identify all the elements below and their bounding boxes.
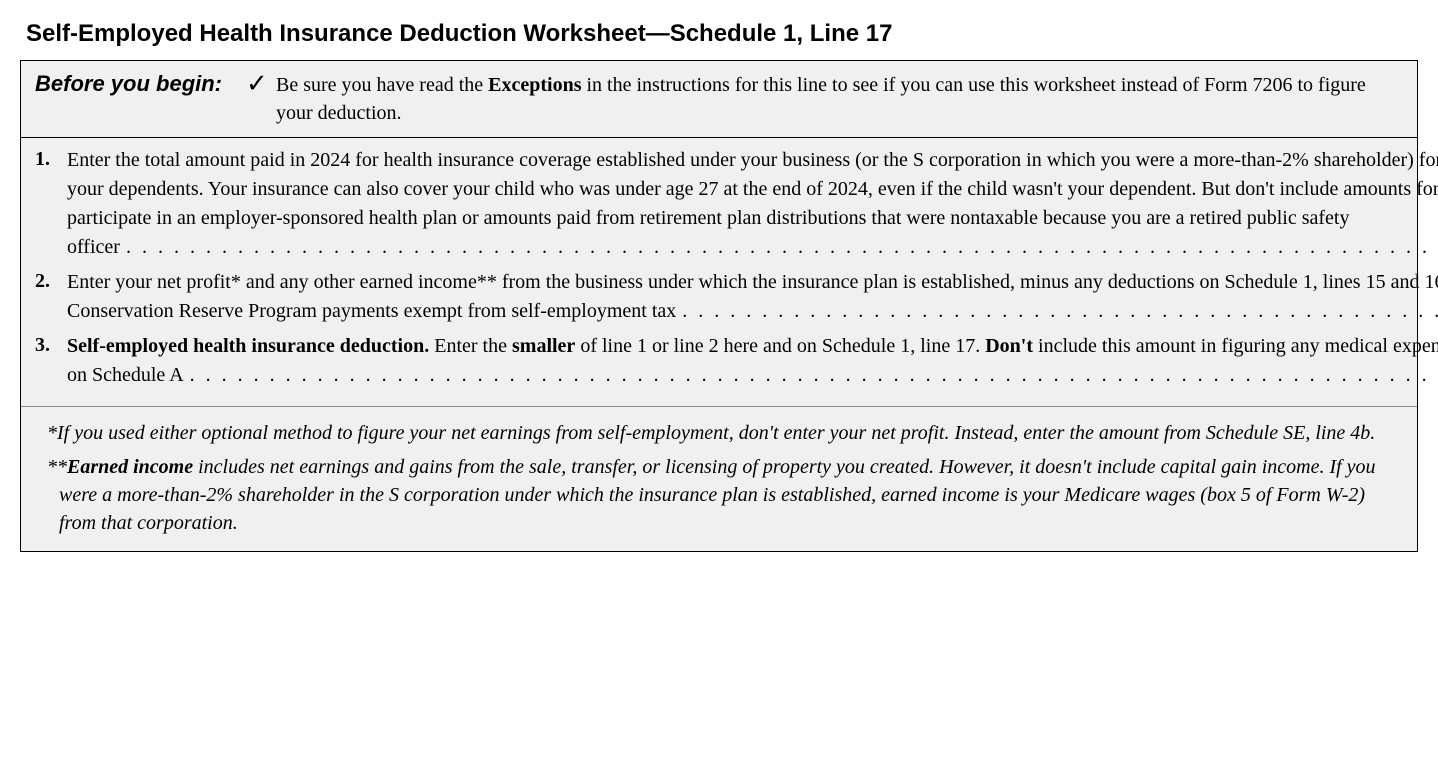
line-2-last: Conservation Reserve Program payments ex… (67, 297, 676, 326)
line-1-last: officer (67, 233, 120, 262)
line-3-b3: Don't (985, 335, 1033, 357)
line-2-text: Enter your net profit* and any other ear… (67, 268, 1438, 326)
line-2-main: Enter your net profit* and any other ear… (67, 271, 1438, 293)
line-1-main: Enter the total amount paid in 2024 for … (67, 149, 1438, 229)
line-3-t2: of line 1 or line 2 here and on Schedule… (575, 335, 985, 357)
line-1-number: 1. (35, 146, 67, 171)
line-3-t3: include this amount in figuring any medi… (1033, 335, 1438, 357)
footnote-2: **Earned income includes net earnings an… (35, 453, 1403, 537)
footnote-2-bold: Earned income (67, 456, 193, 478)
before-you-begin-label: Before you begin: (35, 71, 246, 97)
worksheet-title: Self-Employed Health Insurance Deduction… (20, 20, 1418, 48)
before-you-begin-section: Before you begin: ✓ Be sure you have rea… (21, 61, 1417, 138)
checkmark-icon: ✓ (246, 71, 276, 95)
line-2-number: 2. (35, 268, 67, 293)
line-2: 2. Enter your net profit* and any other … (35, 268, 1403, 326)
line-1-text: Enter the total amount paid in 2024 for … (67, 146, 1438, 262)
leader-dots (120, 233, 1438, 262)
line-3-b1: Self-employed health insurance deduction… (67, 335, 429, 357)
worksheet-lines: 1. Enter the total amount paid in 2024 f… (21, 138, 1417, 406)
line-3-t1: Enter the (429, 335, 512, 357)
footnote-2-post: includes net earnings and gains from the… (59, 456, 1376, 534)
leader-dots (184, 361, 1438, 390)
footnote-2-pre: ** (47, 456, 67, 478)
before-text-pre: Be sure you have read the (276, 74, 488, 96)
line-3: 3. Self-employed health insurance deduct… (35, 332, 1403, 390)
line-3-b2: smaller (512, 335, 575, 357)
leader-dots (676, 297, 1438, 326)
worksheet-container: Before you begin: ✓ Be sure you have rea… (20, 60, 1418, 552)
line-3-number: 3. (35, 332, 67, 357)
footnote-1: *If you used either optional method to f… (35, 419, 1403, 447)
line-3-last: on Schedule A (67, 361, 184, 390)
line-1: 1. Enter the total amount paid in 2024 f… (35, 146, 1403, 262)
line-3-text: Self-employed health insurance deduction… (67, 332, 1438, 390)
before-text-bold: Exceptions (488, 74, 581, 96)
before-you-begin-text: Be sure you have read the Exceptions in … (276, 71, 1403, 127)
footnotes-section: *If you used either optional method to f… (21, 406, 1417, 551)
